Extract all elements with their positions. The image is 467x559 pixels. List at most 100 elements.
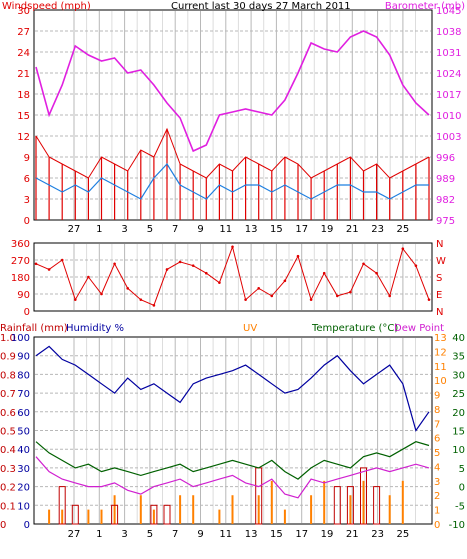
wind-direction-point bbox=[244, 298, 247, 301]
uv-y-tick: 5 bbox=[434, 448, 440, 459]
temp-y-tick: 10 bbox=[452, 445, 465, 456]
x-tick-label: 25 bbox=[397, 224, 410, 235]
uv-y-tick: 1 bbox=[434, 506, 440, 517]
uv-y-tick: 6 bbox=[434, 434, 440, 445]
x-tick-label: 7 bbox=[172, 224, 178, 235]
baro-y-tick: 1003 bbox=[436, 132, 461, 143]
x-tick-label: 27 bbox=[68, 529, 81, 540]
rain-y-tick: 0.7 bbox=[0, 389, 16, 400]
rainfall-bar bbox=[360, 467, 367, 525]
uv-y-tick: 2 bbox=[434, 491, 440, 502]
x-tick-label: 23 bbox=[371, 529, 384, 540]
temp-y-tick: 25 bbox=[452, 389, 465, 400]
x-tick-label: 1 bbox=[96, 529, 102, 540]
humidity-y-tick: 100 bbox=[11, 333, 30, 344]
x-tick-label: 5 bbox=[147, 224, 153, 235]
wind-direction-point bbox=[231, 245, 234, 249]
rain-y-tick: 1.0 bbox=[0, 333, 16, 344]
wind-direction-point bbox=[375, 271, 378, 275]
humidity-y-tick: 60 bbox=[17, 408, 30, 419]
wind-direction-point bbox=[60, 258, 64, 262]
x-tick-label: 23 bbox=[371, 224, 384, 235]
rain-y-tick: 0.4 bbox=[0, 445, 16, 456]
x-tick-label: 9 bbox=[197, 224, 203, 235]
x-tick-label: 17 bbox=[295, 529, 308, 540]
wind-y-tick: 0 bbox=[24, 216, 30, 227]
temp-y-tick: -5 bbox=[455, 501, 465, 512]
wind-direction-point bbox=[296, 254, 300, 258]
rainfall-bar bbox=[71, 504, 79, 525]
wind-direction-point bbox=[309, 298, 313, 301]
x-tick-label: 9 bbox=[197, 529, 203, 540]
x-tick-label: 19 bbox=[321, 224, 334, 235]
tick-labels: 2727113355779911111313151517171919212123… bbox=[0, 6, 465, 540]
baro-y-tick: 1024 bbox=[436, 69, 461, 80]
wind-direction-point bbox=[87, 275, 90, 279]
rain-y-tick: 0 bbox=[0, 520, 6, 531]
uv-y-tick: 4 bbox=[434, 462, 440, 473]
rainfall-bar bbox=[163, 504, 171, 525]
humidity-line bbox=[35, 345, 430, 432]
wind-y-tick: 15 bbox=[17, 111, 30, 122]
wind-direction-point bbox=[152, 304, 156, 307]
direction-compass-tick: N bbox=[436, 307, 443, 318]
humidity-y-tick: 70 bbox=[17, 389, 30, 400]
x-tick-label: 3 bbox=[121, 529, 127, 540]
baro-y-tick: 1010 bbox=[436, 111, 461, 122]
wind-y-tick: 3 bbox=[24, 195, 30, 206]
x-tick-label: 15 bbox=[270, 529, 283, 540]
direction-y-tick: 0 bbox=[24, 307, 30, 318]
temp-y-tick: 35 bbox=[452, 352, 465, 363]
barometer-line bbox=[35, 30, 430, 153]
wind-direction-point bbox=[139, 298, 143, 301]
rainfall-bar bbox=[111, 504, 119, 525]
wind-direction-point bbox=[100, 292, 103, 296]
humidity-y-tick: 20 bbox=[17, 483, 30, 494]
x-tick-label: 11 bbox=[219, 224, 232, 235]
temp-y-tick: 0 bbox=[459, 483, 465, 494]
x-tick-label: 21 bbox=[346, 529, 359, 540]
rainfall-bar bbox=[333, 486, 341, 525]
temp-y-tick: 30 bbox=[452, 370, 465, 381]
rain-y-tick: 0.9 bbox=[0, 352, 16, 363]
dewpoint-line bbox=[35, 456, 430, 499]
wind-axis-label: Windspeed (mph) bbox=[2, 1, 91, 12]
wind-direction-point bbox=[401, 247, 405, 250]
rain-y-tick: 0.5 bbox=[0, 427, 16, 438]
uv-y-tick: 13 bbox=[434, 333, 447, 344]
uv-axis-label: UV bbox=[243, 323, 257, 334]
barometer-axis-label: Barometer (mb) bbox=[385, 1, 465, 12]
baro-y-tick: 1031 bbox=[436, 48, 461, 59]
wind-direction-point bbox=[126, 287, 129, 290]
direction-y-tick: 270 bbox=[11, 256, 30, 267]
humidity-axis-label: Humidity % bbox=[66, 323, 124, 334]
x-tick-label: 3 bbox=[121, 224, 127, 235]
wind-line bbox=[35, 127, 430, 179]
temp-y-tick: -10 bbox=[449, 520, 465, 531]
wind-direction-point bbox=[205, 271, 208, 275]
wind-y-tick: 12 bbox=[17, 132, 30, 143]
wind-direction-point bbox=[349, 290, 352, 294]
x-tick-label: 5 bbox=[147, 529, 153, 540]
direction-y-tick: 90 bbox=[17, 290, 30, 301]
wind-direction-point bbox=[336, 294, 339, 298]
x-tick-label: 21 bbox=[346, 224, 359, 235]
humidity-y-tick: 10 bbox=[17, 501, 30, 512]
rainfall-bar bbox=[373, 486, 381, 525]
x-tick-label: 17 bbox=[295, 224, 308, 235]
baro-y-tick: 1038 bbox=[436, 27, 461, 38]
uv-y-tick: 3 bbox=[434, 477, 440, 488]
temp-y-tick: 5 bbox=[459, 464, 465, 475]
uv-y-tick: 8 bbox=[434, 405, 440, 416]
wind-direction-point bbox=[388, 294, 392, 298]
direction-y-tick: 180 bbox=[11, 273, 30, 284]
temperature-axis-label: Temperature (°C) bbox=[311, 323, 398, 334]
wind-direction-point bbox=[47, 268, 51, 271]
chart-title: Current last 30 days 27 March 2011 bbox=[171, 1, 351, 12]
rainfall-bar bbox=[150, 504, 158, 525]
uv-y-tick: 9 bbox=[434, 391, 440, 402]
humidity-y-tick: 50 bbox=[17, 427, 30, 438]
wind-direction-point bbox=[113, 262, 116, 266]
rain-y-tick: 0.6 bbox=[0, 408, 16, 419]
